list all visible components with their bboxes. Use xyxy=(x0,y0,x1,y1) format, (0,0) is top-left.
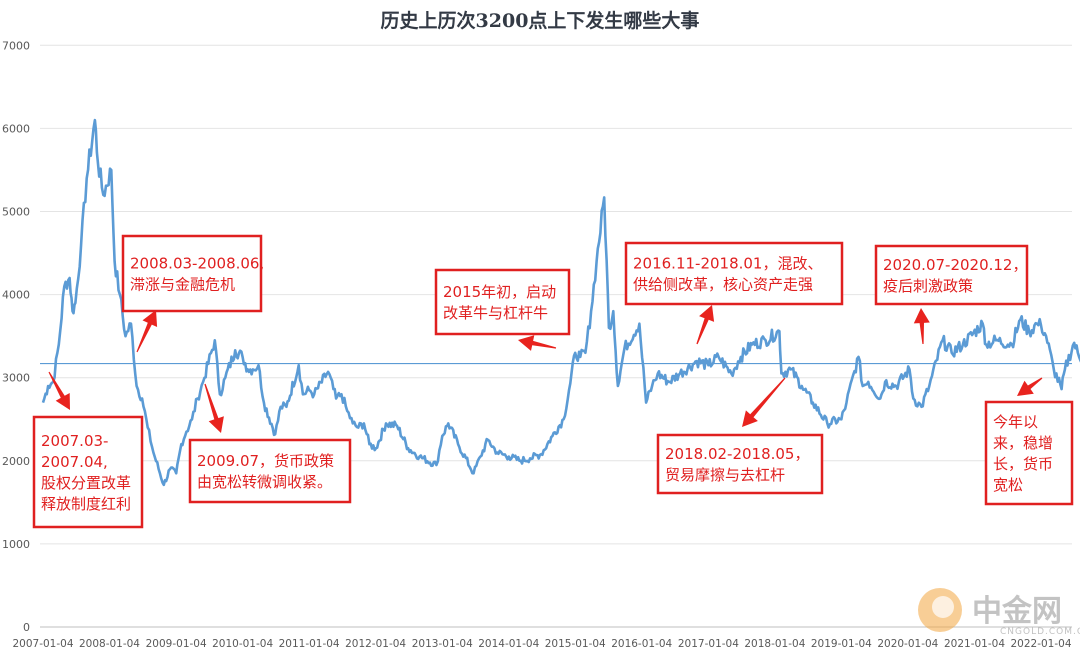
x-tick-label: 2012-01-04 xyxy=(345,638,406,650)
x-tick-label: 2019-01-04 xyxy=(811,638,872,650)
x-axis-ticks: 2007-01-04 2008-01-04 2009-01-04 2010-01-04… xyxy=(12,638,1071,650)
annotation-text: 2016.11-2018.01，混改、 xyxy=(633,255,822,273)
annotation-text: 滞涨与金融危机 xyxy=(130,276,235,294)
y-tick-label: 3000 xyxy=(2,372,30,385)
annotation-box: 2020.07-2020.12， 疫后刺激政策 xyxy=(874,244,1029,306)
y-axis-ticks: 0 1000 2000 3000 4000 5000 6000 7000 xyxy=(2,39,30,634)
annotation-frame xyxy=(984,400,1074,506)
y-tick-label: 5000 xyxy=(2,206,30,219)
watermark-domain: CNGOLD.COM.CN xyxy=(1000,627,1080,637)
annotation-text: 疫后刺激政策 xyxy=(883,277,973,295)
annotation-arrow xyxy=(204,383,224,433)
annotation-text: 2015年初，启动 xyxy=(443,283,556,301)
x-tick-label: 2021-01-04 xyxy=(944,638,1005,650)
annotation-text: 贸易摩擦与去杠杆 xyxy=(665,466,785,484)
watermark-name: 中金网 xyxy=(972,594,1062,629)
x-tick-label: 2014-01-04 xyxy=(478,638,539,650)
x-tick-label: 2009-01-04 xyxy=(146,638,207,650)
annotation-text: 宽松 xyxy=(993,476,1023,494)
annotation-text: 2009.07，货币政策 xyxy=(197,452,334,470)
annotation-frame xyxy=(434,268,571,336)
annotation-arrow xyxy=(518,335,557,351)
x-tick-label: 2022-01-04 xyxy=(1010,638,1071,650)
annotation-frame xyxy=(32,415,144,529)
annotation-text: 2008.03-2008.06, xyxy=(130,255,264,273)
y-tick-label: 7000 xyxy=(2,39,30,52)
annotation-text: 改革牛与杠杆牛 xyxy=(443,304,548,322)
y-tick-label: 2000 xyxy=(2,455,30,468)
annotation-box: 2016.11-2018.01，混改、供给侧改革，核心资产走强 xyxy=(624,241,844,306)
y-tick-label: 1000 xyxy=(2,538,30,551)
x-tick-label: 2011-01-04 xyxy=(279,638,340,650)
x-tick-label: 2010-01-04 xyxy=(212,638,273,650)
annotation-text: 释放制度红利 xyxy=(41,495,131,513)
annotation-box: 2008.03-2008.06, 滞涨与金融危机 xyxy=(121,234,264,313)
x-tick-label: 2008-01-04 xyxy=(79,638,140,650)
annotation-arrow xyxy=(913,308,930,344)
annotation-text: 供给侧改革，核心资产走强 xyxy=(633,276,813,294)
x-tick-label: 2015-01-04 xyxy=(545,638,606,650)
annotation-text: 股权分置改革 xyxy=(41,474,131,492)
annotation-text: 2018.02-2018.05， xyxy=(665,445,809,463)
annotation-text: 2007.04, xyxy=(41,453,108,471)
annotation-arrow xyxy=(696,305,715,345)
annotation-arrow xyxy=(742,377,786,427)
annotation-text: 长，货币 xyxy=(993,455,1053,473)
x-tick-label: 2007-01-04 xyxy=(12,638,73,650)
annotation-arrows xyxy=(48,305,1043,433)
gridlines xyxy=(40,44,1072,628)
y-tick-label: 4000 xyxy=(2,289,30,302)
annotation-arrow xyxy=(48,371,70,410)
x-tick-label: 2016-01-04 xyxy=(611,638,672,650)
annotation-text: 2007.03- xyxy=(41,432,108,450)
chart-title: 历史上历次3200点上下发生哪些大事 xyxy=(381,9,700,32)
annotation-text: 来，稳增 xyxy=(993,434,1053,452)
index-series-line xyxy=(41,118,1080,487)
annotation-arrow xyxy=(136,310,158,353)
x-tick-label: 2018-01-04 xyxy=(744,638,805,650)
x-tick-label: 2020-01-04 xyxy=(877,638,938,650)
annotation-frame xyxy=(188,438,352,504)
annotation-text: 由宽松转微调收紧。 xyxy=(197,473,332,491)
y-tick-label: 6000 xyxy=(2,122,30,135)
x-tick-label: 2017-01-04 xyxy=(678,638,739,650)
annotation-frame xyxy=(874,244,1029,306)
y-tick-label: 0 xyxy=(23,621,30,634)
annotation-box: 2018.02-2018.05， 贸易摩擦与去杠杆 xyxy=(656,433,824,495)
annotation-frame xyxy=(121,234,263,313)
annotation-text: 2020.07-2020.12， xyxy=(883,256,1027,274)
watermark: 中金网 CNGOLD.COM.CN xyxy=(918,588,1080,637)
annotation-frame xyxy=(624,241,844,306)
annotation-frame xyxy=(656,433,824,495)
annotation-text: 今年以 xyxy=(993,413,1038,431)
x-tick-label: 2013-01-04 xyxy=(412,638,473,650)
watermark-logo-inner xyxy=(932,596,954,618)
annotation-arrow xyxy=(1017,377,1043,396)
